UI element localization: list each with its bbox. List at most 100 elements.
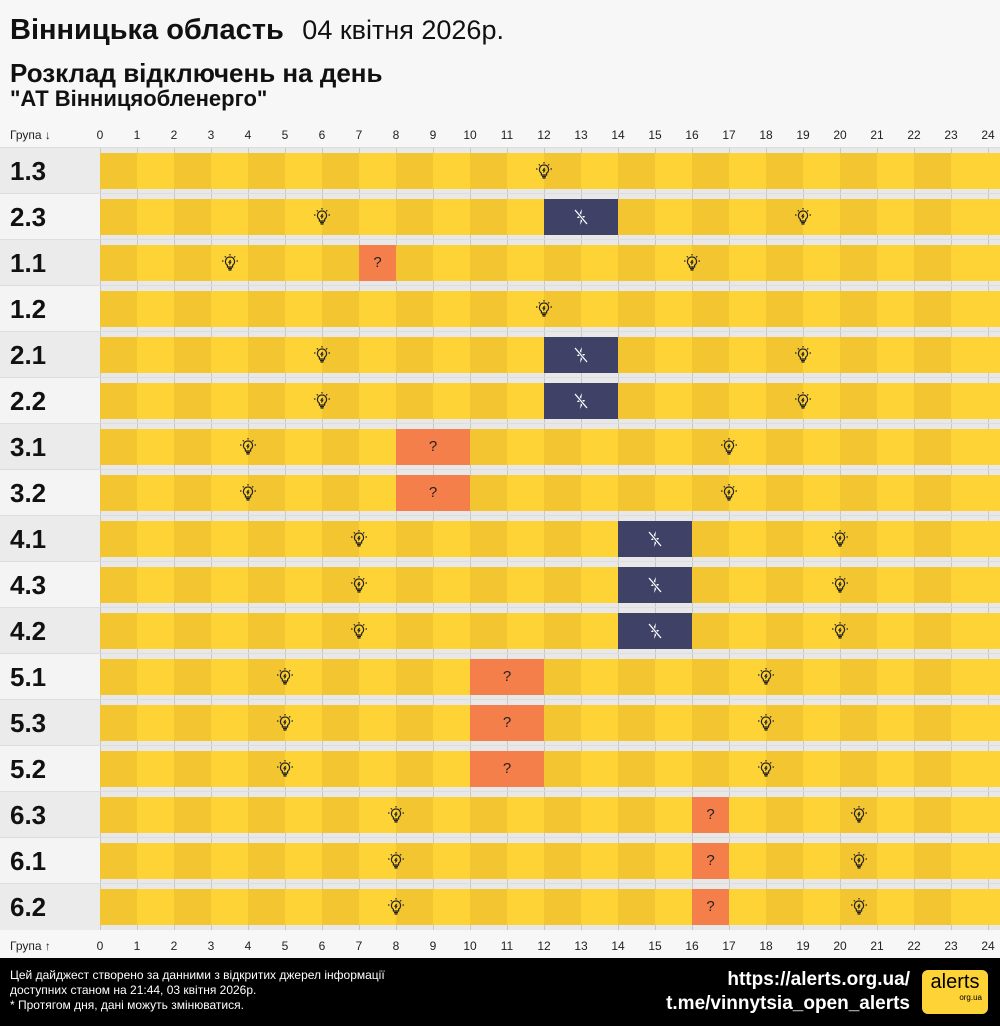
power-on-cell (433, 153, 470, 189)
power-on-cell (692, 521, 729, 557)
power-on-cell (100, 245, 137, 281)
power-on-cell (322, 889, 359, 925)
group-row: 2.2 (0, 377, 1000, 424)
power-on-cell (692, 613, 729, 649)
power-on-cell (840, 199, 877, 235)
power-on-cell (211, 291, 248, 327)
power-on-cell (877, 383, 914, 419)
power-on-cell (248, 613, 285, 649)
hour-track (100, 378, 1000, 424)
power-on-cell (359, 567, 396, 603)
group-name: 4.1 (0, 516, 100, 562)
power-on-cell (655, 659, 692, 695)
power-on-cell (877, 705, 914, 741)
power-on-cell (581, 613, 618, 649)
lightbulb-icon (756, 667, 776, 687)
power-on-cell (729, 337, 766, 373)
group-row: 1.3 (0, 147, 1000, 194)
hour-tick: 21 (870, 128, 884, 142)
power-on-cell (470, 889, 507, 925)
power-on-cell (100, 383, 137, 419)
power-on-cell (507, 613, 544, 649)
power-on-cell (655, 751, 692, 787)
possible-off-segment (396, 429, 470, 465)
power-on-cell (396, 291, 433, 327)
power-on-cell (100, 889, 137, 925)
power-on-cell (544, 521, 581, 557)
power-on-cell (396, 797, 433, 833)
power-on-cell (137, 153, 174, 189)
power-on-cell (655, 245, 692, 281)
power-on-cell (729, 429, 766, 465)
power-on-cell (951, 475, 1000, 511)
power-off-icon (645, 529, 665, 549)
possible-off-segment (396, 475, 470, 511)
group-row: 2.3 (0, 193, 1000, 240)
power-on-cell (840, 751, 877, 787)
power-on-cell (914, 659, 951, 695)
power-on-cell (544, 705, 581, 741)
power-on-cell (359, 751, 396, 787)
power-on-cell (655, 199, 692, 235)
power-on-cell (766, 659, 803, 695)
power-on-cell (692, 705, 729, 741)
power-on-cell (137, 291, 174, 327)
hour-track: ? (100, 470, 1000, 516)
lightbulb-icon (238, 437, 258, 457)
hour-tick: 18 (759, 939, 773, 953)
hour-tick: 13 (574, 939, 588, 953)
group-name: 1.3 (0, 148, 100, 194)
telegram-link[interactable]: t.me/vinnytsia_open_alerts (666, 993, 910, 1014)
power-on-cell (692, 659, 729, 695)
power-on-cell (248, 659, 285, 695)
power-on-cell (877, 797, 914, 833)
power-on-cell (211, 613, 248, 649)
power-on-cell (692, 153, 729, 189)
power-on-cell (174, 843, 211, 879)
power-on-cell (137, 613, 174, 649)
power-on-cell (581, 705, 618, 741)
power-on-cell (285, 889, 322, 925)
power-off-icon (571, 207, 591, 227)
hour-tick: 15 (648, 128, 662, 142)
lightbulb-icon (830, 621, 850, 641)
power-on-cell (544, 843, 581, 879)
power-on-cell (137, 843, 174, 879)
power-on-cell (951, 613, 1000, 649)
power-on-cell (951, 245, 1000, 281)
hour-tick: 17 (722, 128, 736, 142)
power-on-cell (322, 613, 359, 649)
power-on-cell (877, 751, 914, 787)
power-on-cell (359, 613, 396, 649)
power-on-cell (322, 291, 359, 327)
power-on-cell (581, 245, 618, 281)
hour-track (100, 194, 1000, 240)
power-on-cell (100, 291, 137, 327)
power-on-cell (840, 613, 877, 649)
group-name: 5.1 (0, 654, 100, 700)
subtitle: Розклад відключень на день (10, 58, 383, 88)
power-on-cell (544, 291, 581, 327)
lightbulb-icon (793, 207, 813, 227)
power-on-cell (322, 797, 359, 833)
power-on-cell (174, 613, 211, 649)
group-row: 1.1? (0, 239, 1000, 286)
power-on-cell (396, 383, 433, 419)
power-on-cell (618, 291, 655, 327)
hour-tick: 24 (981, 939, 995, 953)
power-on-cell (322, 475, 359, 511)
power-on-cell (285, 751, 322, 787)
power-on-cell (211, 199, 248, 235)
power-on-cell (322, 521, 359, 557)
power-on-cell (766, 475, 803, 511)
power-on-cell (248, 199, 285, 235)
power-on-cell (248, 705, 285, 741)
lightbulb-icon (534, 161, 554, 181)
site-link[interactable]: https://alerts.org.ua/ (727, 969, 910, 990)
power-on-cell (692, 337, 729, 373)
schedule-grid: 1.3 2.3 1.1? 1.2 2.1 2.2 3.1? 3.2? 4.1 4.3 4.2 5.1?… (0, 147, 1000, 930)
power-off-icon (645, 575, 665, 595)
hour-tick: 0 (96, 939, 104, 953)
power-on-cell (507, 521, 544, 557)
power-on-cell (618, 153, 655, 189)
